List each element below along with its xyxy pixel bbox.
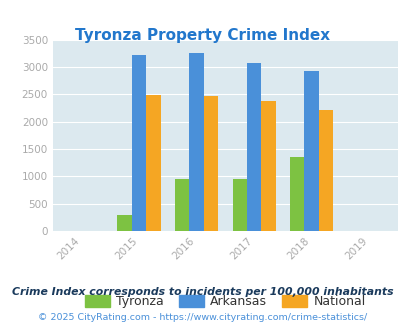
- Bar: [132, 55, 146, 231]
- Text: © 2025 CityRating.com - https://www.cityrating.com/crime-statistics/: © 2025 CityRating.com - https://www.city…: [38, 313, 367, 322]
- Text: Crime Index corresponds to incidents per 100,000 inhabitants: Crime Index corresponds to incidents per…: [12, 287, 393, 297]
- Bar: [203, 96, 217, 231]
- Text: Tyronza Property Crime Index: Tyronza Property Crime Index: [75, 28, 330, 43]
- Bar: [304, 71, 318, 231]
- Legend: Tyronza, Arkansas, National: Tyronza, Arkansas, National: [81, 291, 369, 312]
- Bar: [146, 95, 160, 231]
- Bar: [189, 53, 203, 231]
- Bar: [289, 157, 304, 231]
- Bar: [175, 179, 189, 231]
- Bar: [117, 214, 132, 231]
- Bar: [246, 63, 261, 231]
- Bar: [232, 179, 246, 231]
- Bar: [318, 110, 333, 231]
- Bar: [261, 101, 275, 231]
